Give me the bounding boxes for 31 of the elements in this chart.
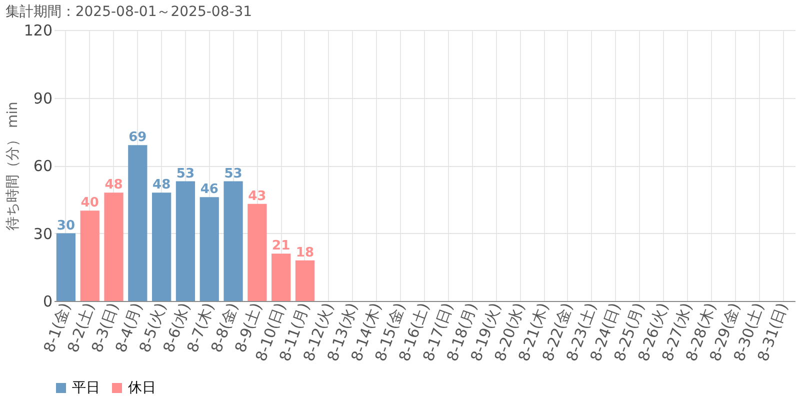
bar xyxy=(104,192,124,301)
data-label: 46 xyxy=(200,182,218,198)
bar xyxy=(272,254,291,301)
data-label: 48 xyxy=(152,178,171,193)
data-label: 48 xyxy=(104,178,123,193)
data-label: 30 xyxy=(56,218,75,234)
bar xyxy=(248,204,267,301)
data-label: 53 xyxy=(176,166,195,182)
legend-label: 休日 xyxy=(128,380,156,396)
bar xyxy=(224,181,243,301)
data-label: 69 xyxy=(128,130,147,146)
data-label: 53 xyxy=(224,166,242,182)
bar xyxy=(56,233,76,301)
y-tick-label: 30 xyxy=(33,224,52,243)
bar xyxy=(128,145,148,301)
bar xyxy=(176,181,196,301)
data-label: 43 xyxy=(248,188,266,204)
data-label: 40 xyxy=(80,196,99,211)
bar xyxy=(152,192,172,301)
data-label: 18 xyxy=(296,245,314,260)
chart-title: 集計期間：2025-08-01～2025-08-31 xyxy=(5,4,252,20)
y-tick-label: 60 xyxy=(33,157,52,175)
data-label: 21 xyxy=(272,238,290,254)
y-tick-label: 120 xyxy=(24,22,52,40)
bar xyxy=(80,210,100,301)
bar xyxy=(295,260,315,301)
y-tick-label: 0 xyxy=(42,292,52,310)
y-axis-title: 待ち時間（分） min xyxy=(4,102,21,230)
y-tick-label: 90 xyxy=(33,89,52,108)
legend-label: 平日 xyxy=(72,380,100,396)
bar xyxy=(200,197,219,301)
